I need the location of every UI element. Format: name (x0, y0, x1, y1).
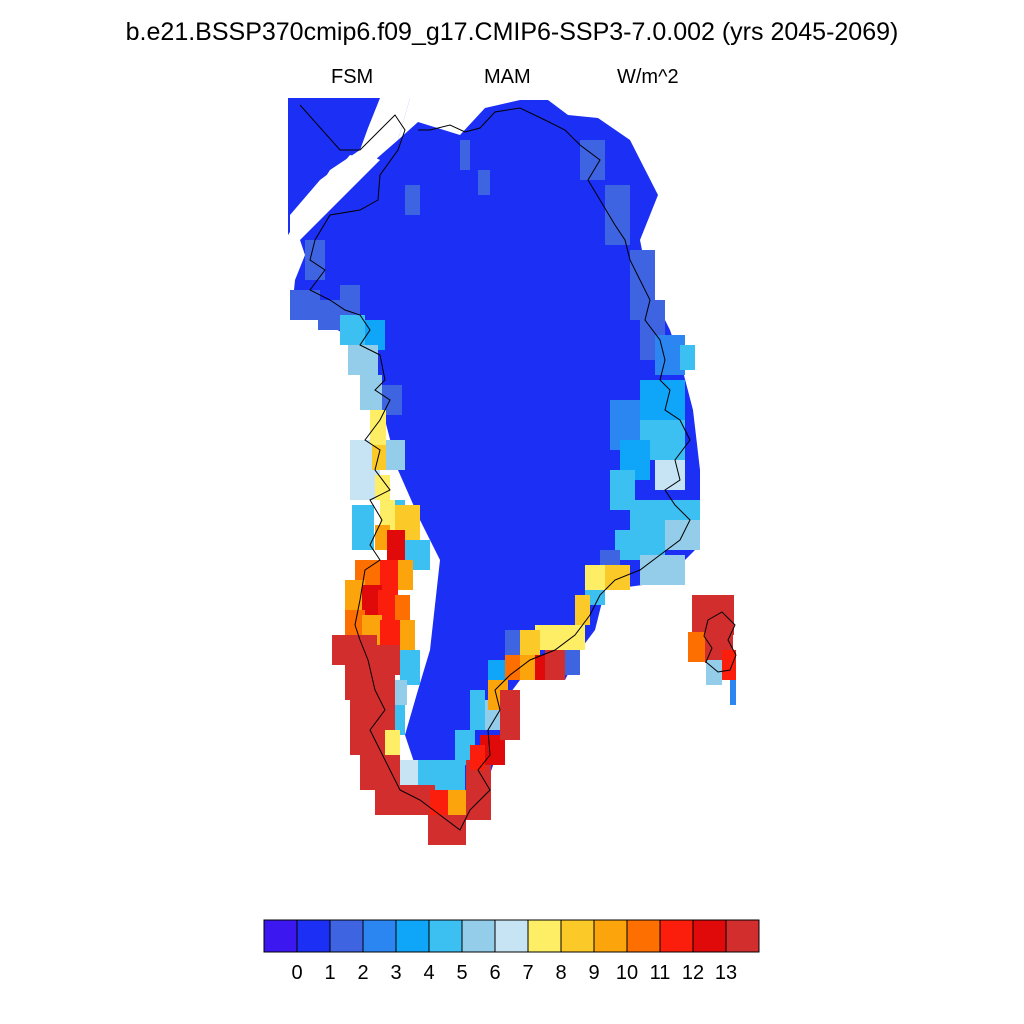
colorbar-swatch (593, 919, 628, 953)
colorbar-tick-label: 3 (390, 962, 401, 984)
colorbar-tick-label: 11 (650, 962, 671, 984)
colorbar-tick-label: 5 (456, 962, 467, 984)
variable-label: FSM (331, 66, 374, 88)
colorbar-swatch (659, 919, 694, 953)
coastal-blue-cells (290, 140, 700, 790)
sea-notch (290, 98, 410, 235)
colorbar-tick-label: 1 (324, 962, 335, 984)
colorbar-tick-label: 8 (555, 962, 566, 984)
coastline (299, 104, 691, 831)
colorbar-swatch (428, 919, 463, 953)
colorbar-tick-label: 7 (522, 962, 533, 984)
units-label: W/m^2 (617, 66, 679, 88)
colorbar-swatch (527, 919, 562, 953)
colorbar-swatch (395, 919, 430, 953)
colorbar-swatch (692, 919, 727, 953)
colorbar-swatch (263, 919, 298, 953)
colorbar-tick-label: 0 (291, 962, 302, 984)
colorbar-swatch (461, 919, 496, 953)
colorbar-tick-label: 13 (715, 962, 737, 984)
colorbar-swatch (329, 919, 364, 953)
colorbar-tick-label: 6 (489, 962, 500, 984)
ice-sheet-interior (288, 98, 700, 790)
colorbar-swatch (362, 919, 397, 953)
colorbar-swatch (725, 919, 760, 953)
colorbar-swatch (626, 919, 661, 953)
colorbar-tick-label: 9 (588, 962, 599, 984)
colorbar-tick-label: 4 (423, 962, 434, 984)
colorbar-tick-label: 12 (682, 962, 704, 984)
colorbar-swatch (494, 919, 529, 953)
colorbar-swatch (560, 919, 595, 953)
colorbar-swatch (296, 919, 331, 953)
colorbar-tick-label: 2 (357, 962, 368, 984)
colorbar-tick-label: 10 (616, 962, 638, 984)
iceland-region (688, 595, 736, 705)
iceland-coastline (703, 611, 737, 673)
plot-title: b.e21.BSSP370cmip6.f09_g17.CMIP6-SSP3-7.… (125, 18, 899, 46)
season-label: MAM (484, 66, 531, 88)
